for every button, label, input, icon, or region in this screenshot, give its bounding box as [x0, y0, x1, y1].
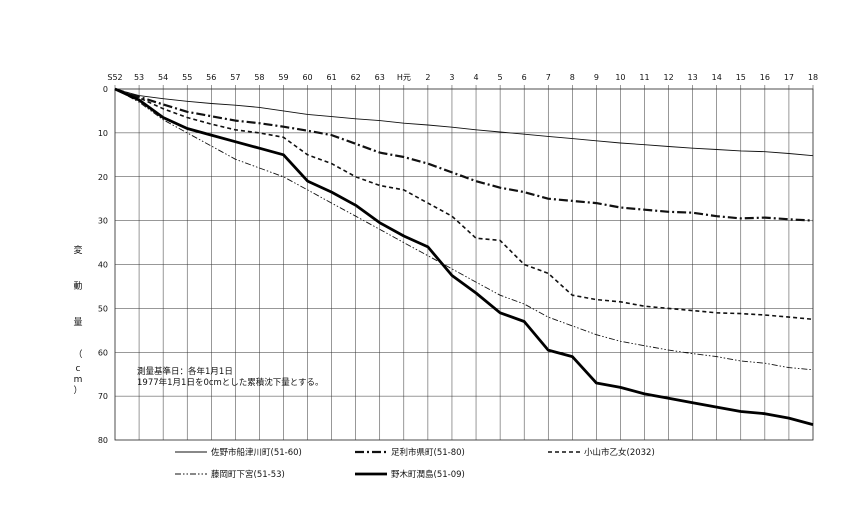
legend-label-1: 佐野市船津川町(51-60): [211, 447, 302, 458]
x-tick-label: 55: [182, 73, 192, 82]
x-tick-label: 12: [663, 73, 673, 82]
series-line-4: [114, 88, 814, 371]
x-tick-label: 3: [449, 73, 454, 82]
x-tick-label: 62: [351, 73, 361, 82]
x-tick-label: 61: [327, 73, 337, 82]
y-label-char: （: [73, 349, 82, 360]
y-tick-label: 60: [98, 348, 108, 357]
x-tick-label: 11: [639, 73, 649, 82]
series-line-1: [114, 88, 814, 157]
y-label-char: m: [74, 375, 83, 385]
y-tick-label: 0: [103, 85, 108, 94]
x-tick-label: 8: [570, 73, 575, 82]
x-tick-label: 53: [134, 73, 144, 82]
y-tick-label: 80: [98, 436, 108, 445]
series-line-2: [114, 87, 814, 222]
series-lines: [114, 87, 814, 426]
x-tick-label: 16: [760, 73, 770, 82]
x-tick-label: 2: [425, 73, 430, 82]
x-tick-label: 60: [302, 73, 312, 82]
x-tick-label: 5: [498, 73, 503, 82]
x-tick-label: 18: [808, 73, 818, 82]
x-tick-label: 63: [375, 73, 385, 82]
x-tick-label: 17: [784, 73, 794, 82]
chart-grid: [114, 85, 814, 441]
x-tick-label: 7: [546, 73, 551, 82]
y-label-char: 動: [73, 281, 82, 292]
x-tick-label: 59: [278, 73, 288, 82]
y-tick-label: 70: [98, 392, 108, 401]
y-label-char: ）: [73, 385, 82, 396]
measurement-note: 測量基準日：各年1月1日 1977年1月1日を0cmとした累積沈下量とする。: [137, 366, 324, 388]
y-tick-label: 10: [98, 129, 108, 138]
note-line-2: 1977年1月1日を0cmとした累積沈下量とする。: [137, 377, 324, 388]
x-tick-label: 10: [615, 73, 625, 82]
x-tick-label: S52: [107, 73, 122, 82]
y-label-char: 量: [73, 317, 82, 328]
legend-label-2: 足利市県町(51-80): [391, 447, 465, 458]
x-tick-label: 15: [736, 73, 746, 82]
x-tick-label: H元: [397, 73, 411, 82]
y-tick-label: 20: [98, 173, 108, 182]
legend-label-5: 野木町潤島(51-09): [391, 469, 465, 480]
x-axis-ticks: S52 53 54 55 56 57 58 59 60 61 62 63 H元 2 3 4 5 6 7 8 9 10 11 1…: [107, 73, 818, 82]
x-tick-label: 56: [206, 73, 216, 82]
y-label-char: c: [76, 364, 81, 374]
y-tick-label: 40: [98, 261, 108, 270]
y-axis-label: 変動量 （ cm）: [73, 244, 82, 396]
note-line-1: 測量基準日：各年1月1日: [137, 366, 233, 377]
x-tick-label: 57: [230, 73, 240, 82]
x-tick-label: 6: [522, 73, 527, 82]
series-line-3: [114, 88, 814, 321]
legend: 佐野市船津川町(51-60) 足利市県町(51-80) 小山市乙女(2032) 藤岡町…: [175, 447, 655, 480]
x-tick-label: 54: [158, 73, 168, 82]
x-tick-label: 14: [712, 73, 722, 82]
x-tick-label: 13: [688, 73, 698, 82]
y-tick-label: 50: [98, 304, 108, 313]
legend-label-3: 小山市乙女(2032): [584, 447, 655, 458]
x-tick-label: 9: [594, 73, 599, 82]
y-label-char: 変: [73, 244, 82, 256]
y-axis-ticks: 0 10 20 30 40 50 60 70 80: [98, 85, 108, 445]
x-tick-label: 4: [473, 73, 478, 82]
legend-label-4: 藤岡町下宮(51-53): [211, 469, 285, 480]
series-line-5: [114, 87, 814, 426]
x-tick-label: 58: [254, 73, 264, 82]
y-tick-label: 30: [98, 217, 108, 226]
